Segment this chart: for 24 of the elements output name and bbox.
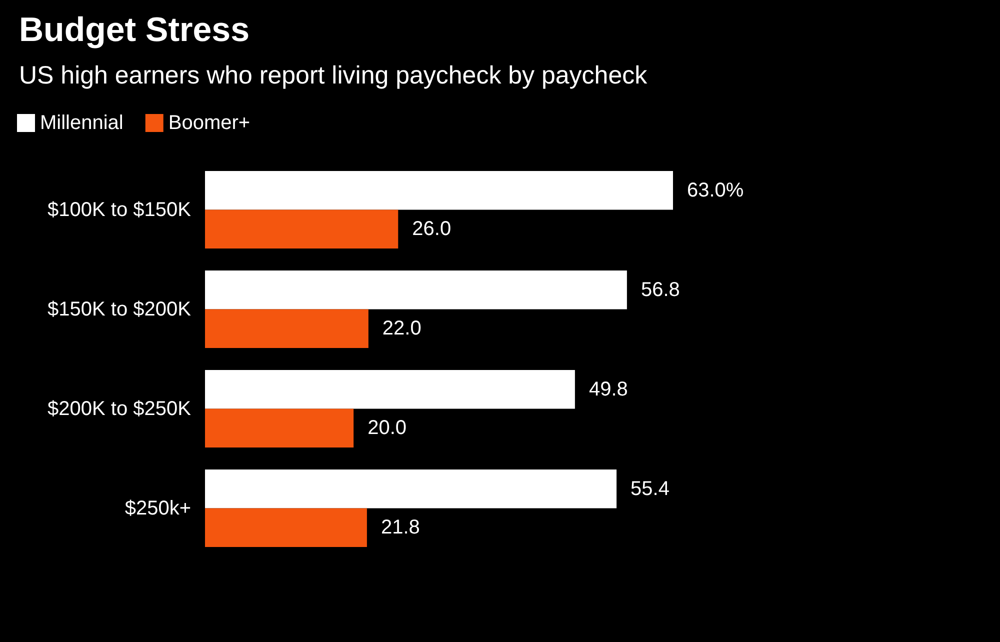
data-label: 55.4	[630, 478, 670, 500]
bar	[205, 210, 398, 249]
data-label: 21.8	[380, 516, 420, 539]
bar	[205, 370, 575, 409]
data-label: 49.8	[588, 378, 628, 400]
legend-label: Millennial	[40, 112, 124, 134]
data-label: 63.0%	[687, 179, 744, 202]
bar	[205, 309, 368, 348]
bar	[205, 508, 367, 548]
bar	[205, 469, 617, 508]
chart-subtitle: US high earners who report living paycheck by paycheck	[19, 62, 648, 90]
y-tick-label: $250k+	[124, 497, 191, 520]
y-tick-label: $100K to $150K	[48, 198, 192, 221]
legend-label: Boomer+	[168, 112, 250, 134]
data-label: 20.0	[368, 417, 407, 440]
bar	[205, 170, 673, 210]
y-tick-label: $200K to $250K	[48, 398, 192, 420]
data-label: 22.0	[382, 318, 422, 340]
y-tick-label: $150K to $200K	[48, 298, 192, 320]
bar	[205, 408, 354, 448]
data-label: 26.0	[412, 218, 452, 240]
data-label: 56.8	[640, 278, 680, 301]
chart-title: Budget Stress	[19, 11, 250, 49]
bar	[205, 270, 627, 310]
